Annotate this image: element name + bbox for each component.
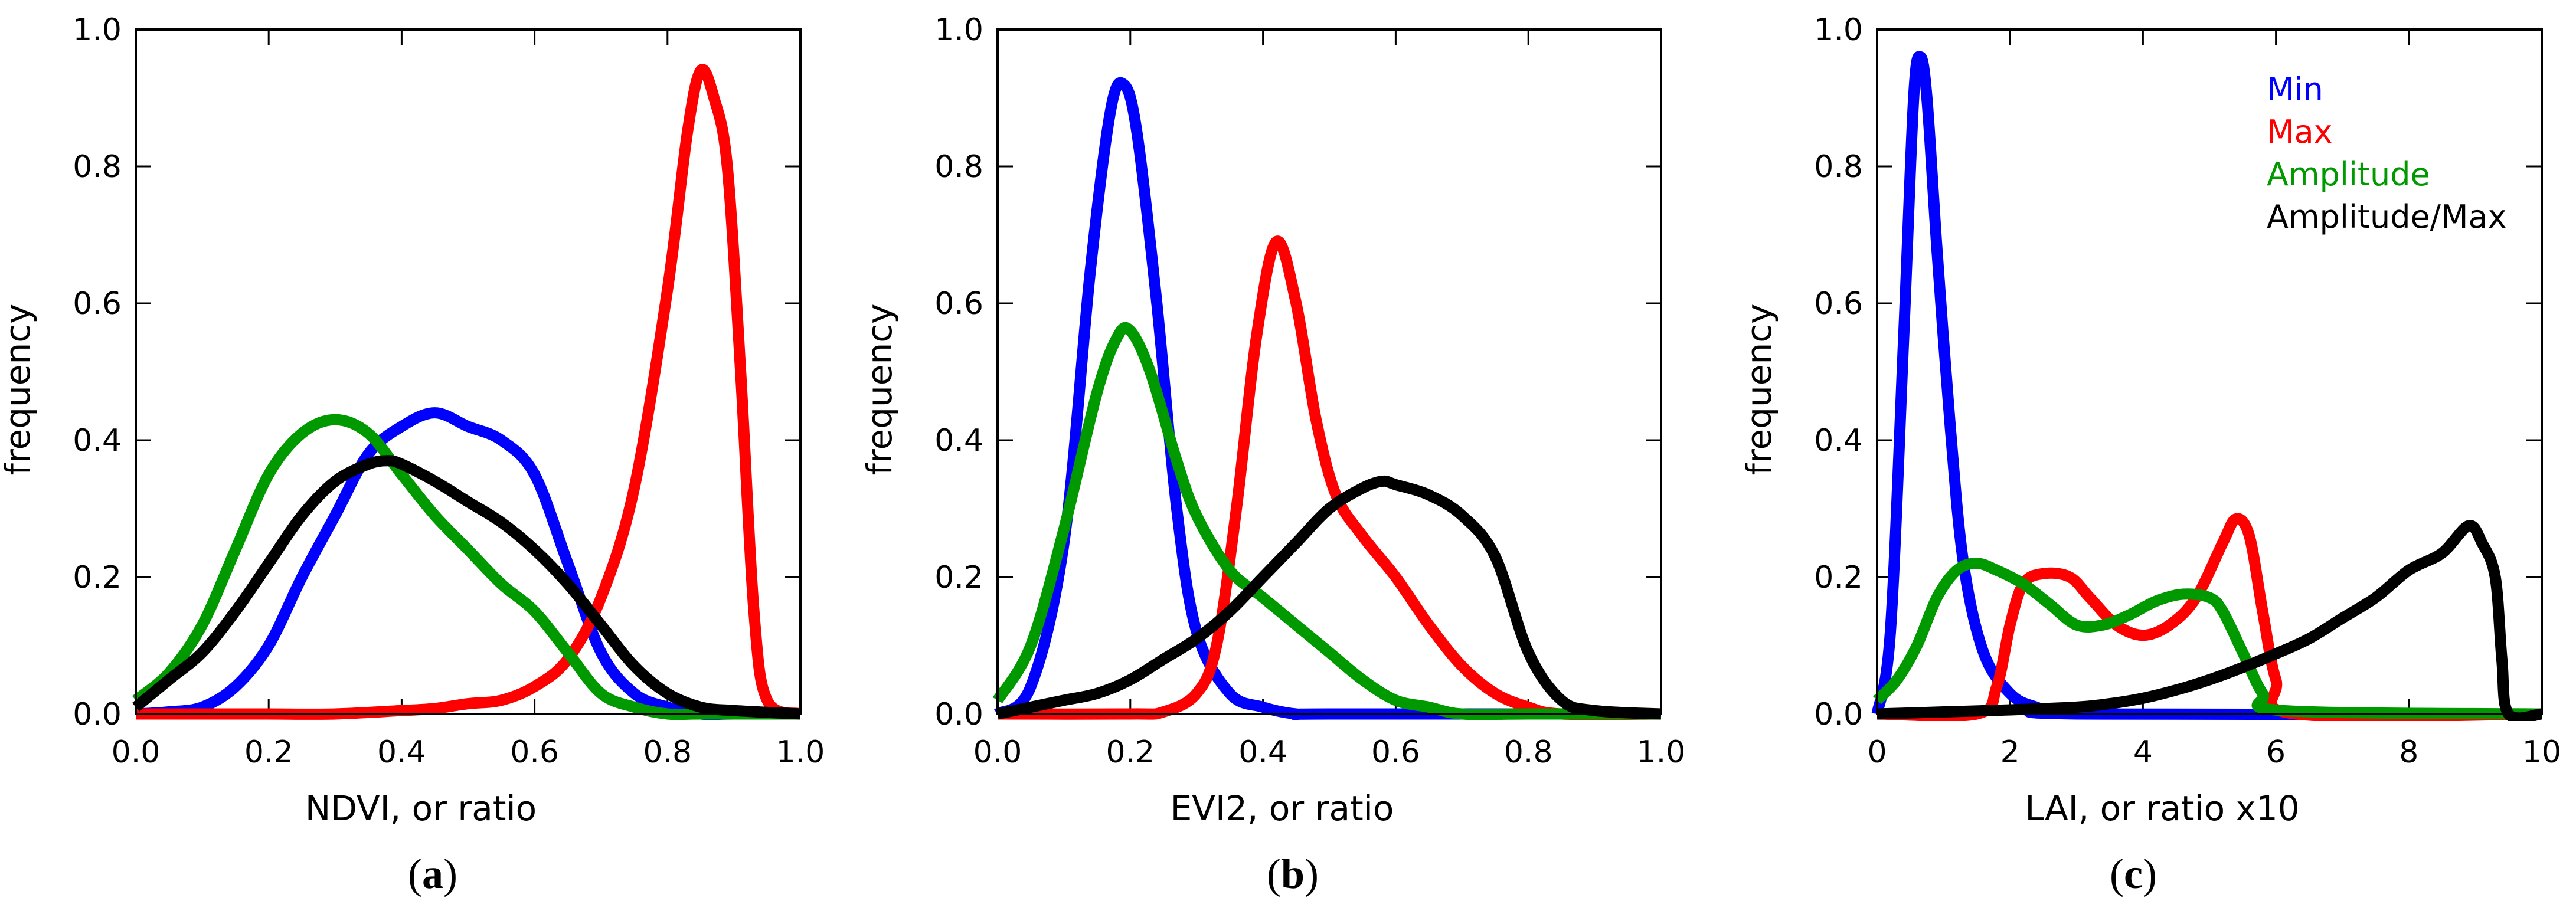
series-line-amplitude [1873, 558, 2542, 720]
y-tick-label: 0.2 [934, 560, 983, 595]
y-tick-label: 1.0 [934, 12, 983, 48]
y-axis-label: frequency [0, 304, 38, 476]
x-tick-label: 1.0 [1637, 735, 1686, 770]
y-tick-label: 1.0 [73, 12, 122, 48]
x-tick-label: 0.0 [112, 735, 161, 770]
x-tick-label: 0.4 [377, 735, 426, 770]
x-tick-label: 10 [2522, 735, 2561, 770]
series-line-amplitude-max [1877, 520, 2542, 721]
legend-entry-amplitude: Amplitude [2267, 156, 2430, 193]
y-tick-label: 0.8 [934, 149, 983, 185]
series-line-max [997, 235, 1661, 720]
panel-label-b: (b) [1266, 850, 1319, 897]
y-tick-label: 0.2 [73, 560, 122, 595]
y-tick-label: 0.4 [73, 423, 122, 458]
x-tick-label: 0.6 [1371, 735, 1420, 770]
y-tick-label: 0.6 [1814, 286, 1863, 322]
legend-entry-min: Min [2267, 71, 2323, 108]
series-line-min [135, 407, 800, 720]
x-tick-label: 4 [2133, 735, 2153, 770]
y-tick-label: 0.0 [1814, 697, 1863, 732]
y-tick-label: 0.6 [73, 286, 122, 322]
plot-frame [1876, 28, 2543, 715]
y-tick-label: 0.4 [934, 423, 983, 458]
x-axis-label: EVI2, or ratio [1171, 788, 1394, 828]
y-tick-label: 0.2 [1814, 560, 1863, 595]
x-tick-label: 0.8 [643, 735, 692, 770]
legend-entry-amplitude-max: Amplitude/Max [2267, 198, 2507, 235]
x-axis-label: NDVI, or ratio [305, 788, 537, 828]
series-line-min [1871, 51, 2542, 720]
series-line-amplitude-max [996, 475, 1661, 720]
plot-frame [996, 28, 1662, 715]
series-line-max [1877, 513, 2542, 721]
x-tick-label: 0.0 [973, 735, 1022, 770]
x-tick-label: 8 [2399, 735, 2418, 770]
y-tick-label: 1.0 [1814, 12, 1863, 48]
y-tick-label: 0.0 [934, 697, 983, 732]
x-tick-label: 0.4 [1238, 735, 1287, 770]
x-axis-label: LAI, or ratio x10 [2025, 788, 2299, 828]
plot-frame [135, 28, 802, 715]
y-tick-label: 0.6 [934, 286, 983, 322]
series-line-amplitude-max [132, 455, 800, 720]
x-tick-label: 0.6 [510, 735, 559, 770]
x-tick-label: 0.2 [244, 735, 293, 770]
y-axis-label: frequency [859, 304, 900, 476]
y-tick-label: 0.0 [73, 697, 122, 732]
series-line-amplitude [132, 414, 800, 720]
series-line-amplitude [992, 322, 1661, 720]
legend-entry-max: Max [2267, 113, 2333, 150]
x-tick-label: 6 [2266, 735, 2286, 770]
x-tick-label: 1.0 [776, 735, 825, 770]
panel-label-a: (a) [408, 850, 457, 897]
y-tick-label: 0.8 [1814, 149, 1863, 185]
x-tick-label: 0.2 [1106, 735, 1155, 770]
panel-label-c: (c) [2110, 850, 2157, 897]
y-tick-label: 0.4 [1814, 423, 1863, 458]
x-tick-label: 2 [2000, 735, 2020, 770]
x-tick-label: 0 [1867, 735, 1887, 770]
y-axis-label: frequency [1739, 304, 1779, 476]
series-line-max [136, 64, 800, 720]
y-tick-label: 0.8 [73, 149, 122, 185]
x-tick-label: 0.8 [1504, 735, 1553, 770]
